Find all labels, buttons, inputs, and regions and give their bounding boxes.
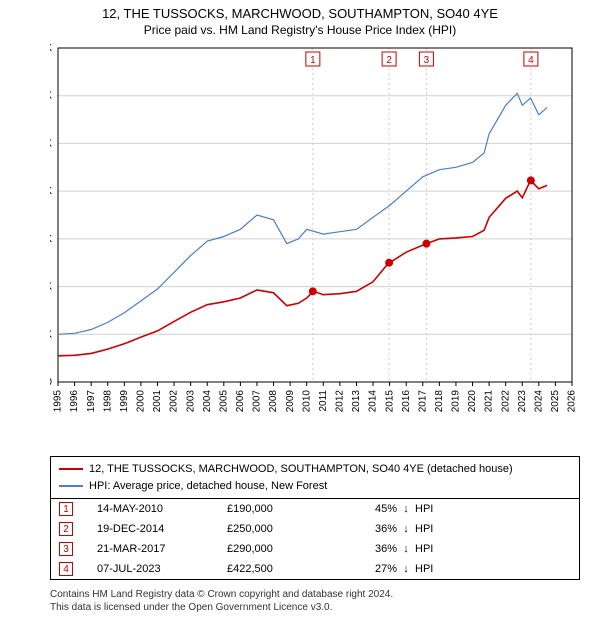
svg-text:£100K: £100K [50, 329, 52, 340]
down-arrow-icon: ↓ [397, 563, 415, 575]
svg-text:2002: 2002 [169, 390, 180, 413]
svg-text:£500K: £500K [50, 138, 52, 149]
svg-text:1996: 1996 [69, 390, 80, 413]
marker-suffix: HPI [415, 563, 571, 575]
svg-text:£400K: £400K [50, 186, 52, 197]
marker-suffix: HPI [415, 543, 571, 555]
marker-pct: 36% [337, 543, 397, 555]
svg-text:2011: 2011 [318, 390, 329, 412]
svg-text:3: 3 [424, 55, 430, 66]
svg-text:2007: 2007 [252, 390, 263, 413]
legend-row-price-paid: 12, THE TUSSOCKS, MARCHWOOD, SOUTHAMPTON… [59, 461, 571, 478]
svg-text:£700K: £700K [50, 44, 52, 54]
marker-date: 07-JUL-2023 [97, 563, 227, 575]
svg-text:2019: 2019 [451, 390, 462, 413]
down-arrow-icon: ↓ [397, 523, 415, 535]
svg-text:£0: £0 [50, 377, 52, 388]
svg-text:4: 4 [528, 55, 534, 66]
table-row: 2 19-DEC-2014 £250,000 36% ↓ HPI [51, 519, 579, 539]
marker-flag-3: 3 [59, 542, 73, 556]
down-arrow-icon: ↓ [397, 503, 415, 515]
footer-line-1: Contains HM Land Registry data © Crown c… [50, 588, 393, 601]
chart-plot: £0 £100K £200K £300K £400K £500K £600K £700K 199… [50, 44, 580, 424]
svg-text:2014: 2014 [368, 390, 379, 413]
marker-price: £190,000 [227, 503, 337, 515]
svg-text:£300K: £300K [50, 234, 52, 245]
svg-text:1999: 1999 [119, 390, 130, 413]
chart-title-main: 12, THE TUSSOCKS, MARCHWOOD, SOUTHAMPTON… [0, 6, 600, 21]
marker-flag-2: 2 [59, 522, 73, 536]
footer-attribution: Contains HM Land Registry data © Crown c… [50, 588, 393, 614]
marker-price: £250,000 [227, 523, 337, 535]
marker-flag-4: 4 [59, 562, 73, 576]
marker-pct: 45% [337, 503, 397, 515]
svg-text:2015: 2015 [384, 390, 395, 413]
svg-text:2013: 2013 [351, 390, 362, 413]
marker-date: 14-MAY-2010 [97, 503, 227, 515]
svg-text:£200K: £200K [50, 282, 52, 293]
svg-text:2020: 2020 [467, 390, 478, 413]
down-arrow-icon: ↓ [397, 543, 415, 555]
legend-label-hpi: HPI: Average price, detached house, New … [89, 478, 327, 495]
chart-container: 12, THE TUSSOCKS, MARCHWOOD, SOUTHAMPTON… [0, 0, 600, 620]
marker-price: £422,500 [227, 563, 337, 575]
marker-suffix: HPI [415, 503, 571, 515]
svg-text:2017: 2017 [417, 390, 428, 413]
marker-pct: 36% [337, 523, 397, 535]
svg-text:2025: 2025 [550, 390, 561, 413]
legend-swatch-hpi [59, 485, 83, 487]
svg-text:2009: 2009 [285, 390, 296, 413]
legend-row-hpi: HPI: Average price, detached house, New … [59, 478, 571, 495]
marker-suffix: HPI [415, 523, 571, 535]
marker-pct: 27% [337, 563, 397, 575]
marker-date: 19-DEC-2014 [97, 523, 227, 535]
svg-text:2005: 2005 [218, 390, 229, 413]
marker-flag-1: 1 [59, 502, 73, 516]
svg-text:1998: 1998 [102, 390, 113, 413]
marker-price: £290,000 [227, 543, 337, 555]
svg-text:2018: 2018 [434, 390, 445, 413]
svg-text:2003: 2003 [185, 390, 196, 413]
svg-text:1995: 1995 [53, 390, 64, 413]
footer-line-2: This data is licensed under the Open Gov… [50, 601, 393, 614]
legend-swatch-price [59, 468, 83, 470]
svg-text:1997: 1997 [86, 390, 97, 413]
svg-text:2026: 2026 [567, 390, 578, 413]
markers-table: 1 14-MAY-2010 £190,000 45% ↓ HPI 2 19-DE… [50, 498, 580, 580]
svg-text:2: 2 [386, 55, 392, 66]
svg-text:2004: 2004 [202, 390, 213, 413]
svg-text:2006: 2006 [235, 390, 246, 413]
svg-text:2022: 2022 [500, 390, 511, 413]
legend: 12, THE TUSSOCKS, MARCHWOOD, SOUTHAMPTON… [50, 456, 580, 499]
svg-text:£600K: £600K [50, 91, 52, 102]
svg-text:2008: 2008 [268, 390, 279, 413]
title-block: 12, THE TUSSOCKS, MARCHWOOD, SOUTHAMPTON… [0, 0, 600, 37]
svg-text:2010: 2010 [301, 390, 312, 413]
svg-text:2021: 2021 [484, 390, 495, 413]
chart-title-sub: Price paid vs. HM Land Registry's House … [0, 23, 600, 37]
svg-text:2024: 2024 [533, 390, 544, 413]
svg-text:2016: 2016 [401, 390, 412, 413]
svg-text:1: 1 [310, 55, 316, 66]
table-row: 4 07-JUL-2023 £422,500 27% ↓ HPI [51, 559, 579, 579]
table-row: 1 14-MAY-2010 £190,000 45% ↓ HPI [51, 499, 579, 519]
marker-date: 21-MAR-2017 [97, 543, 227, 555]
svg-text:2000: 2000 [136, 390, 147, 413]
table-row: 3 21-MAR-2017 £290,000 36% ↓ HPI [51, 539, 579, 559]
svg-text:2012: 2012 [335, 390, 346, 413]
svg-text:2023: 2023 [517, 390, 528, 413]
legend-label-price: 12, THE TUSSOCKS, MARCHWOOD, SOUTHAMPTON… [89, 461, 513, 478]
svg-text:2001: 2001 [152, 390, 163, 413]
